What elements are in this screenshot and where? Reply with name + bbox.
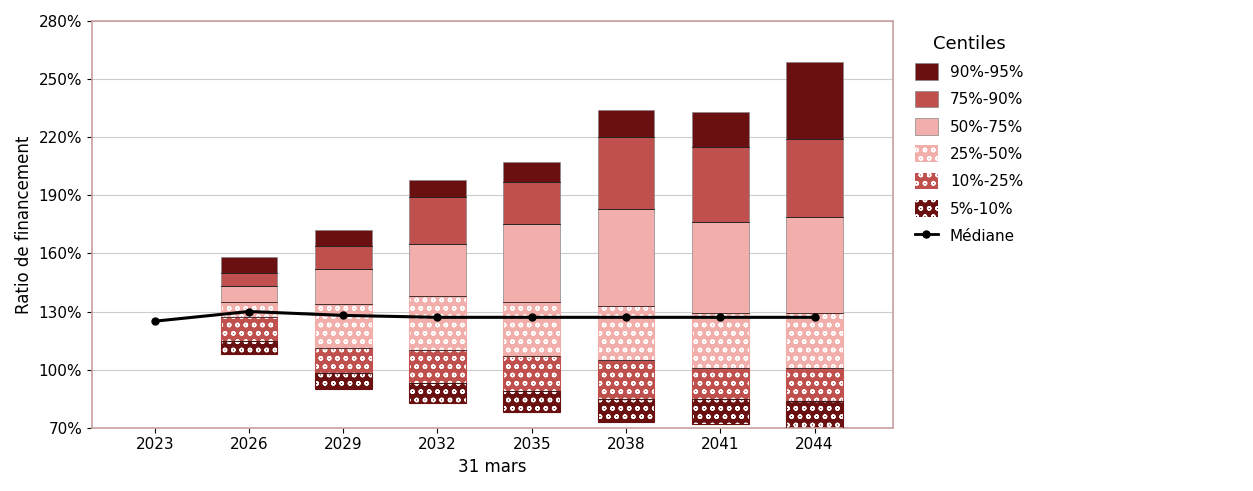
Bar xyxy=(598,110,654,137)
Bar xyxy=(786,401,843,428)
Bar xyxy=(504,356,560,391)
Bar xyxy=(221,317,277,341)
Legend: 90%-95%, 75%-90%, 50%-75%, 25%-50%, 10%-25%, 5%-10%, Médiane: 90%-95%, 75%-90%, 50%-75%, 25%-50%, 10%-… xyxy=(908,28,1030,250)
Bar xyxy=(598,399,654,422)
Bar xyxy=(692,399,748,424)
Bar xyxy=(692,399,748,424)
Bar xyxy=(315,304,372,348)
Bar xyxy=(504,182,560,224)
Bar xyxy=(221,341,277,354)
Bar xyxy=(315,230,372,246)
Bar xyxy=(504,391,560,412)
Bar xyxy=(786,368,843,401)
Bar xyxy=(410,180,466,197)
Bar xyxy=(692,313,748,368)
Bar xyxy=(598,137,654,209)
Bar xyxy=(410,383,466,403)
Bar xyxy=(692,368,748,399)
Bar xyxy=(410,296,466,350)
Bar xyxy=(504,302,560,356)
Y-axis label: Ratio de financement: Ratio de financement xyxy=(15,135,33,314)
Bar xyxy=(221,341,277,354)
Bar xyxy=(598,360,654,399)
Bar xyxy=(221,317,277,341)
Bar xyxy=(221,273,277,286)
Bar xyxy=(410,197,466,244)
Bar xyxy=(692,399,748,424)
Bar xyxy=(786,368,843,401)
Bar xyxy=(786,401,843,428)
Bar xyxy=(598,306,654,360)
Bar xyxy=(786,139,843,217)
Bar xyxy=(315,348,372,374)
Bar xyxy=(786,217,843,313)
Bar xyxy=(410,350,466,383)
Bar xyxy=(598,399,654,422)
Bar xyxy=(598,306,654,360)
Bar xyxy=(598,360,654,399)
Bar xyxy=(504,163,560,182)
Bar xyxy=(504,224,560,302)
Bar xyxy=(598,360,654,399)
Bar xyxy=(221,257,277,273)
Bar xyxy=(504,356,560,391)
Bar xyxy=(786,313,843,368)
Bar xyxy=(410,350,466,383)
Bar xyxy=(692,112,748,147)
Bar xyxy=(692,368,748,399)
Bar xyxy=(786,368,843,401)
Bar xyxy=(504,356,560,391)
Bar xyxy=(410,383,466,403)
Bar xyxy=(315,374,372,389)
Bar xyxy=(221,302,277,317)
Bar xyxy=(692,147,748,222)
Bar xyxy=(221,302,277,317)
Bar xyxy=(315,348,372,374)
Bar xyxy=(315,374,372,389)
Bar xyxy=(504,302,560,356)
Bar xyxy=(221,286,277,302)
Bar xyxy=(598,306,654,360)
Bar xyxy=(786,313,843,368)
Bar xyxy=(598,399,654,422)
Bar xyxy=(504,391,560,412)
Bar xyxy=(504,302,560,356)
Bar xyxy=(221,317,277,341)
Bar xyxy=(410,296,466,350)
Bar xyxy=(315,374,372,389)
Bar xyxy=(410,350,466,383)
Bar xyxy=(315,304,372,348)
Bar xyxy=(786,401,843,428)
Bar xyxy=(786,62,843,139)
Bar xyxy=(692,313,748,368)
Bar xyxy=(504,391,560,412)
Bar xyxy=(410,383,466,403)
Bar xyxy=(315,269,372,304)
Bar xyxy=(410,244,466,296)
Bar xyxy=(786,313,843,368)
X-axis label: 31 mars: 31 mars xyxy=(459,458,526,476)
Bar xyxy=(598,209,654,306)
Bar xyxy=(692,222,748,313)
Bar xyxy=(315,348,372,374)
Bar xyxy=(221,341,277,354)
Bar xyxy=(315,304,372,348)
Bar xyxy=(315,246,372,269)
Bar xyxy=(692,368,748,399)
Bar xyxy=(221,302,277,317)
Bar xyxy=(692,313,748,368)
Bar xyxy=(410,296,466,350)
